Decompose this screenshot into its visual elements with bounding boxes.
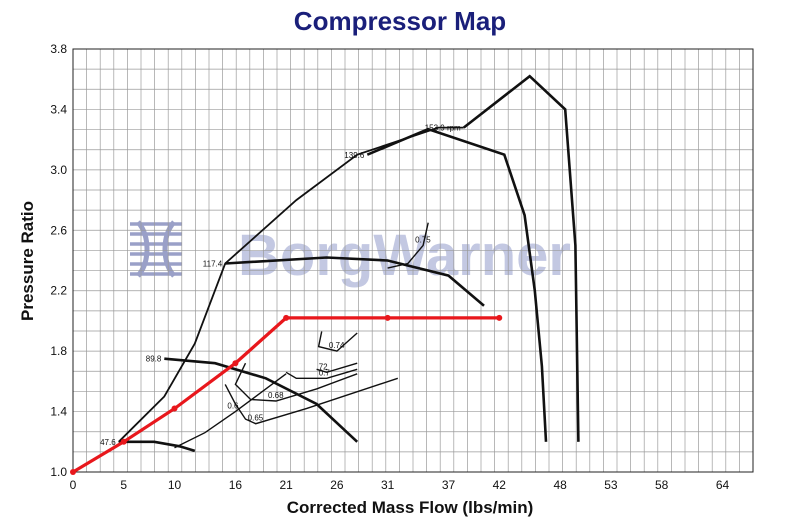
efficiency-contour xyxy=(387,222,429,269)
efficiency-label: 0.6 xyxy=(227,402,239,411)
operating-line xyxy=(70,314,503,475)
efficiency-label: 0.74 xyxy=(329,341,345,350)
y-tick-label: 1.4 xyxy=(50,405,67,419)
x-axis-label: Corrected Mass Flow (lbs/min) xyxy=(287,498,534,517)
x-tick-label: 37 xyxy=(442,478,456,492)
speed-line xyxy=(462,74,580,442)
efficiency-contour xyxy=(317,331,358,352)
x-tick-label: 53 xyxy=(604,478,618,492)
operating-point xyxy=(384,314,391,321)
y-tick-label: 3.0 xyxy=(50,163,67,177)
y-tick-label: 3.4 xyxy=(50,102,67,116)
y-tick-label: 2.6 xyxy=(50,223,67,237)
y-tick-label: 1.8 xyxy=(50,344,67,358)
x-tick-label: 58 xyxy=(655,478,669,492)
speed-line-label: 117.4 xyxy=(203,260,223,269)
speed-line xyxy=(225,256,485,307)
x-tick-label: 64 xyxy=(716,478,730,492)
axis-ticks: 0 5 10 16 21 26 31 37 42 48 53 58 64 1.0 1.4 1.8 2.2 2.6 3… xyxy=(50,42,729,492)
y-tick-label: 2.2 xyxy=(50,284,67,298)
efficiency-contour xyxy=(224,377,399,425)
y-axis-label: Pressure Ratio xyxy=(18,201,37,321)
borgwarner-logo-icon xyxy=(130,220,182,278)
speed-line-label: 139.6 xyxy=(344,151,365,160)
operating-point xyxy=(70,469,76,475)
efficiency-label: 72 xyxy=(319,362,328,371)
x-tick-label: 31 xyxy=(381,478,395,492)
y-tick-label: 1.0 xyxy=(50,465,67,479)
efficiency-contour xyxy=(285,368,358,379)
chart-title: Compressor Map xyxy=(293,6,507,36)
x-tick-label: 26 xyxy=(330,478,344,492)
operating-point xyxy=(232,360,239,367)
efficiency-label: 0.68 xyxy=(268,391,284,400)
x-tick-label: 42 xyxy=(493,478,507,492)
grid xyxy=(73,49,753,472)
efficiency-contour xyxy=(316,362,358,374)
x-tick-label: 10 xyxy=(168,478,182,492)
x-tick-label: 21 xyxy=(279,478,293,492)
operating-point xyxy=(120,438,127,445)
speed-line xyxy=(118,440,196,453)
efficiency-label: 0.75 xyxy=(415,235,431,244)
map-curves: 153.9 rpm 139.6 117.4 89.8 47.6 0.6 0.65 0.68 0.… xyxy=(100,74,580,453)
efficiency-label: 0.7 xyxy=(319,368,331,377)
x-tick-label: 16 xyxy=(229,478,243,492)
watermark-text: BorgWarner xyxy=(238,223,571,288)
borgwarner-watermark: BorgWarner xyxy=(130,220,571,288)
operating-line-path xyxy=(72,316,500,474)
efficiency-contour xyxy=(174,373,287,449)
plot-border xyxy=(72,48,754,473)
operating-point xyxy=(283,314,290,321)
y-tick-label: 3.8 xyxy=(50,42,67,56)
x-tick-label: 5 xyxy=(120,478,127,492)
x-tick-label: 0 xyxy=(70,478,77,492)
efficiency-label: 0.65 xyxy=(248,414,264,423)
speed-line xyxy=(366,127,548,442)
speed-line-label: 89.8 xyxy=(146,355,162,364)
speed-line xyxy=(164,357,359,443)
x-tick-label: 48 xyxy=(553,478,567,492)
operating-point xyxy=(496,314,503,321)
operating-point xyxy=(171,405,178,412)
speed-line-label: 47.6 xyxy=(100,438,116,447)
speed-line-label: 153.9 rpm xyxy=(425,124,461,133)
efficiency-contour xyxy=(234,362,358,402)
